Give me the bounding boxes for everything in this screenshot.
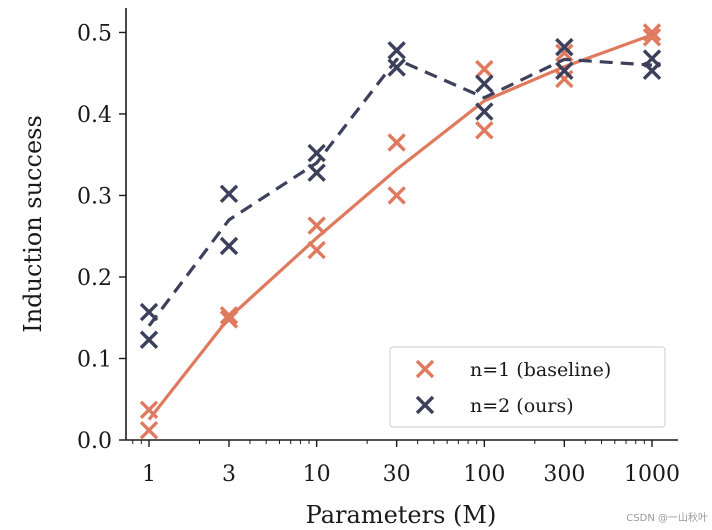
data-point-marker xyxy=(387,186,406,205)
data-point-marker xyxy=(642,23,662,42)
watermark: CSDN @一山秋叶 xyxy=(626,511,708,524)
y-axis-label: Induction success xyxy=(19,115,47,333)
axes: 0.0 0.1 0.2 0.3 0.4 0.5 1 3 10 30 100 300 1000 xyxy=(77,8,680,487)
y-tick-label: 0.2 xyxy=(77,266,112,291)
data-point-marker xyxy=(139,330,159,349)
data-point-marker xyxy=(475,59,494,79)
data-point-marker xyxy=(475,102,494,121)
data-point-marker xyxy=(642,28,662,47)
x-tick-label: 10 xyxy=(303,462,331,487)
legend-marker xyxy=(415,395,435,415)
x-tick-label: 1 xyxy=(142,462,156,487)
data-point-marker xyxy=(555,61,574,80)
series-2 xyxy=(139,37,662,349)
data-point-marker xyxy=(387,58,406,77)
x-tick-label: 3 xyxy=(222,462,236,487)
x-tick-label: 1000 xyxy=(624,462,680,487)
data-point-marker xyxy=(219,306,239,325)
data-point-marker xyxy=(642,61,662,80)
y-tick-label: 0.3 xyxy=(77,184,112,209)
data-point-marker xyxy=(387,133,406,152)
data-point-marker xyxy=(307,143,326,163)
data-point-marker xyxy=(307,216,326,235)
data-point-marker xyxy=(139,400,159,420)
data-point-marker xyxy=(387,41,406,60)
y-tick-label: 0.0 xyxy=(77,429,112,454)
plot-series xyxy=(139,23,662,440)
y-tick-label: 0.4 xyxy=(77,103,112,128)
data-point-marker xyxy=(307,240,326,260)
series-line-2 xyxy=(147,57,653,327)
x-tick-label: 30 xyxy=(383,462,411,487)
legend: n=1 (baseline) n=2 (ours) xyxy=(389,346,666,428)
data-point-marker xyxy=(475,121,494,140)
data-point-marker xyxy=(307,163,326,182)
data-point-marker xyxy=(139,302,159,322)
data-point-marker xyxy=(555,69,574,89)
data-point-marker xyxy=(555,37,574,57)
data-point-marker xyxy=(475,74,494,94)
legend-frame xyxy=(389,346,666,428)
legend-label: n=1 (baseline) xyxy=(470,359,611,381)
x-tick-label: 300 xyxy=(543,462,585,487)
data-point-marker xyxy=(219,310,239,329)
data-point-marker xyxy=(139,421,159,440)
series-1 xyxy=(139,23,662,440)
x-axis-label: Parameters (M) xyxy=(306,501,497,529)
data-point-marker xyxy=(219,236,239,256)
data-point-marker xyxy=(219,184,239,204)
y-tick-label: 0.5 xyxy=(77,21,112,46)
x-tick-label: 100 xyxy=(463,462,505,487)
legend-label: n=2 (ours) xyxy=(470,395,574,417)
y-tick-label: 0.1 xyxy=(77,347,112,372)
legend-marker xyxy=(415,359,435,379)
